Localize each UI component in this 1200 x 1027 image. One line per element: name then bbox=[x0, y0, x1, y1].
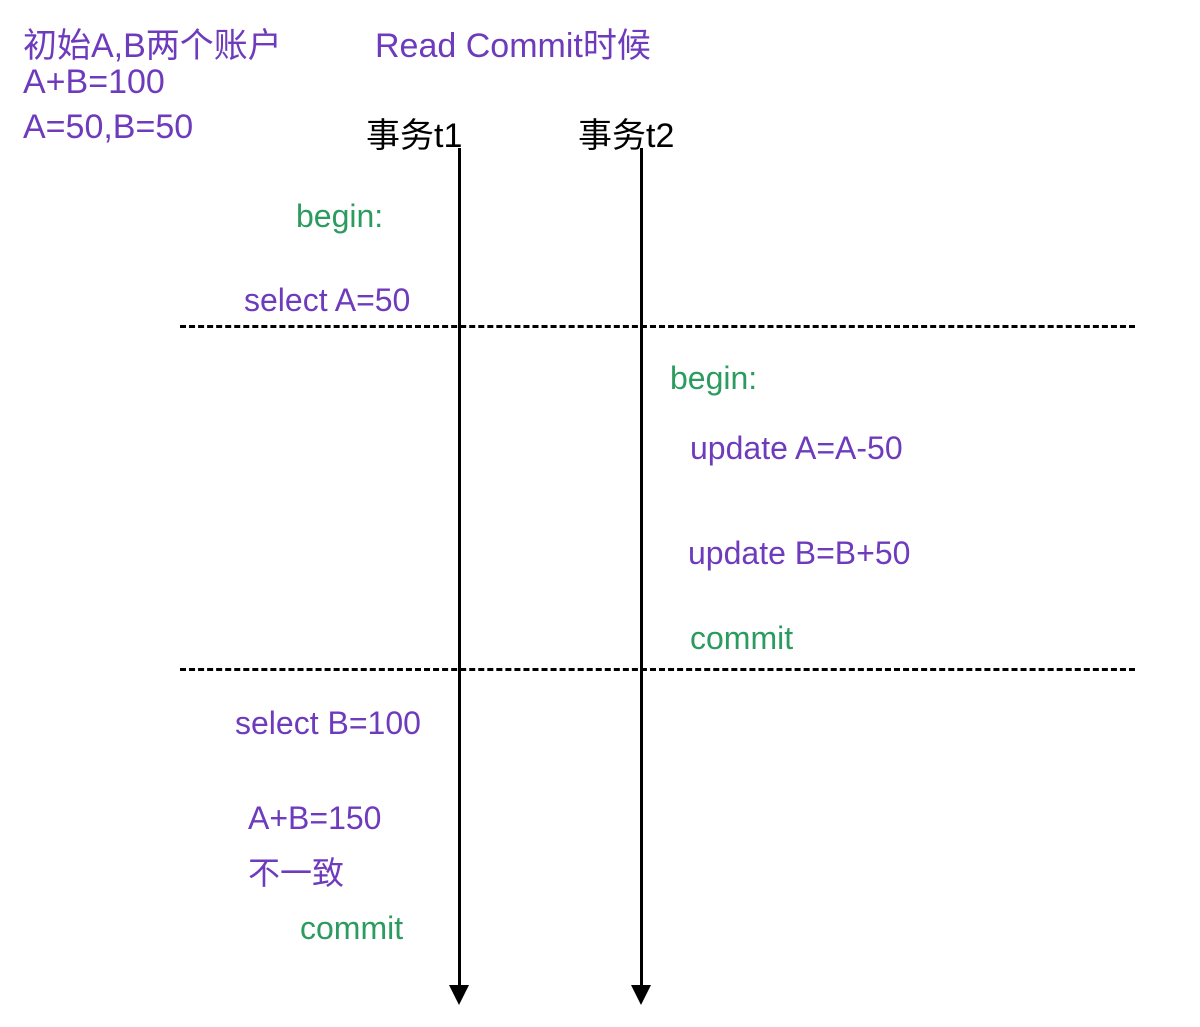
t1-timeline bbox=[458, 148, 461, 990]
t2-label: 事务t2 bbox=[578, 108, 674, 157]
t2-timeline bbox=[640, 148, 643, 990]
t1-label: 事务t1 bbox=[366, 108, 462, 157]
t1-begin: begin: bbox=[296, 198, 383, 235]
t2-begin: begin: bbox=[670, 360, 757, 397]
t2-commit: commit bbox=[690, 620, 793, 657]
header-line3: A=50,B=50 bbox=[23, 108, 193, 147]
t1-sum: A+B=150 bbox=[248, 800, 381, 837]
t2-update-b: update B=B+50 bbox=[688, 535, 910, 572]
t1-commit: commit bbox=[300, 910, 403, 947]
header-title: Read Commit时候 bbox=[375, 18, 651, 67]
t1-select-b: select B=100 bbox=[235, 705, 421, 742]
header-line1: 初始A,B两个账户 bbox=[23, 18, 282, 67]
t1-inconsistent: 不一致 bbox=[248, 848, 344, 894]
dashed-line-1 bbox=[180, 325, 1135, 328]
t2-update-a: update A=A-50 bbox=[690, 430, 903, 467]
dashed-line-2 bbox=[180, 668, 1135, 671]
t1-select-a: select A=50 bbox=[244, 282, 410, 319]
header-line2: A+B=100 bbox=[23, 63, 165, 102]
t2-arrowhead bbox=[631, 985, 651, 1005]
t1-arrowhead bbox=[449, 985, 469, 1005]
